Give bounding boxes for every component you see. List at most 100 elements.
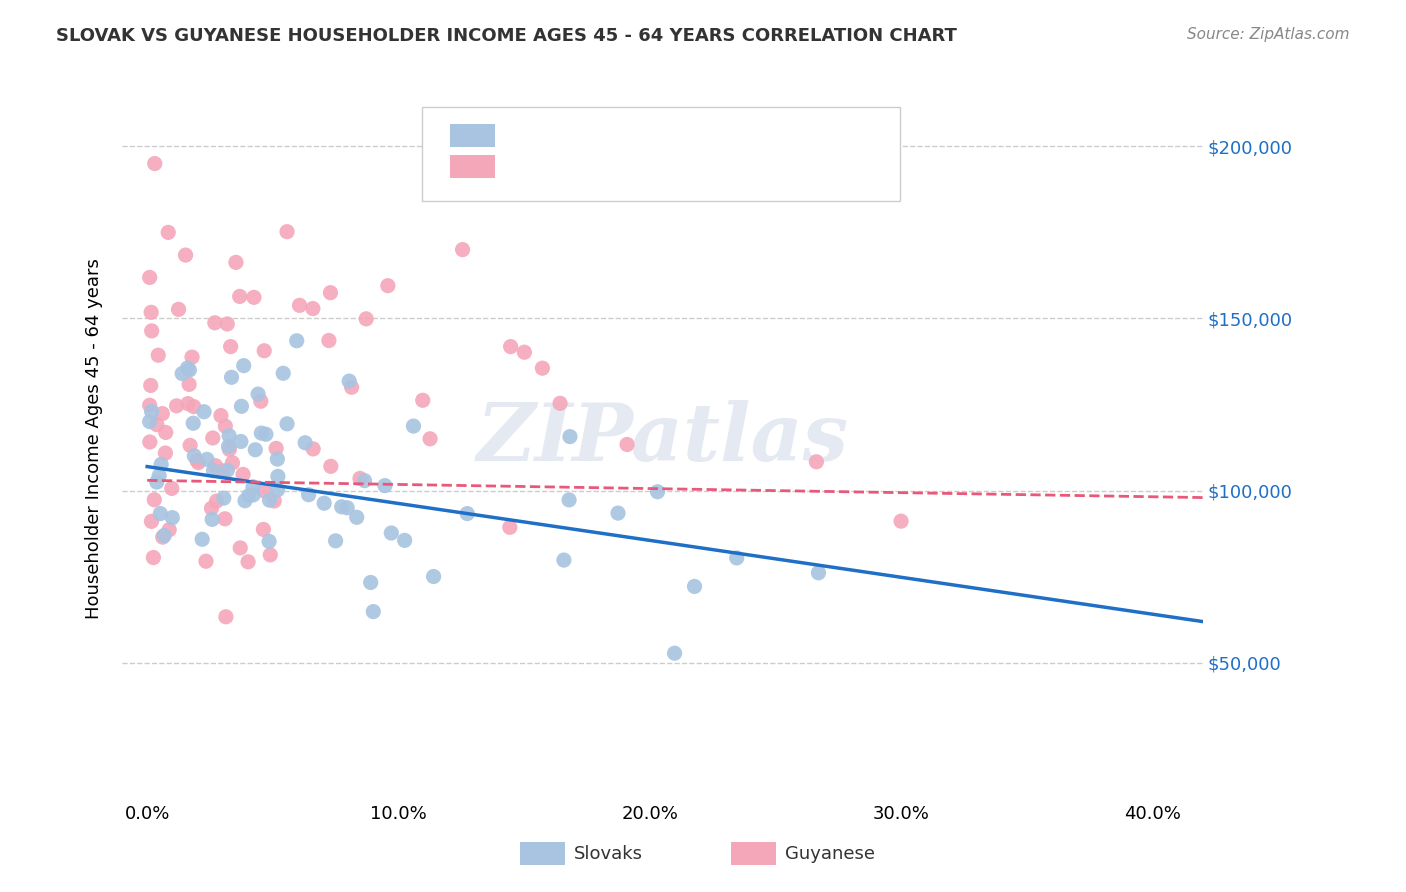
Point (217, 463, 239, 477)
Point (349, 471, 371, 485)
Point (143, 492, 166, 507)
Point (276, 225, 298, 239)
Point (353, 474, 375, 488)
Point (229, 541, 252, 555)
Point (193, 405, 215, 419)
Point (214, 419, 236, 434)
Point (204, 316, 226, 330)
Point (419, 432, 441, 446)
Point (145, 417, 167, 432)
Point (297, 488, 319, 502)
Point (209, 409, 232, 423)
Point (148, 468, 170, 483)
Point (531, 361, 554, 376)
Point (263, 494, 285, 508)
Point (179, 363, 201, 377)
Point (254, 427, 277, 442)
Text: Slovaks: Slovaks (574, 845, 643, 863)
Point (616, 437, 638, 451)
Point (318, 334, 340, 348)
Point (152, 530, 174, 544)
Point (146, 475, 169, 489)
Point (172, 367, 194, 381)
Point (138, 415, 160, 429)
Point (252, 523, 274, 537)
Point (174, 248, 197, 262)
Point (451, 243, 474, 257)
Point (259, 493, 281, 508)
Point (176, 361, 198, 376)
Point (249, 394, 271, 409)
Point (201, 512, 224, 526)
Text: R =: R = (503, 125, 543, 143)
Point (218, 439, 240, 453)
Point (336, 500, 359, 515)
Point (242, 480, 264, 494)
Point (257, 534, 280, 549)
Point (266, 452, 288, 467)
Text: N =: N = (612, 156, 651, 174)
Point (499, 520, 522, 534)
Point (377, 278, 399, 293)
Point (360, 575, 382, 590)
Point (157, 523, 180, 537)
Point (380, 526, 402, 541)
Point (202, 464, 225, 478)
Point (236, 555, 259, 569)
Point (155, 446, 177, 460)
Point (806, 455, 828, 469)
Text: 68: 68 (644, 125, 669, 143)
Point (247, 387, 270, 401)
Text: -0.022: -0.022 (537, 156, 602, 174)
Point (221, 456, 243, 470)
Point (725, 550, 748, 565)
Text: 79: 79 (644, 156, 669, 174)
Point (253, 343, 276, 358)
Point (219, 340, 242, 354)
Point (499, 340, 522, 354)
Point (155, 425, 177, 440)
Text: R =: R = (503, 156, 543, 174)
Point (245, 442, 267, 457)
Point (271, 366, 294, 380)
Point (267, 469, 290, 483)
Point (337, 374, 360, 388)
Point (186, 453, 208, 467)
Text: Guyanese: Guyanese (785, 845, 875, 863)
Point (194, 554, 217, 568)
Point (141, 404, 163, 418)
Point (302, 301, 325, 316)
Point (141, 324, 163, 338)
Point (288, 298, 311, 312)
Point (191, 533, 214, 547)
Point (354, 311, 377, 326)
Point (138, 270, 160, 285)
Point (647, 484, 669, 499)
Point (314, 496, 336, 510)
Point (330, 500, 353, 514)
Point (228, 289, 250, 303)
Point (195, 452, 218, 467)
Point (139, 435, 162, 450)
Text: SLOVAK VS GUYANESE HOUSEHOLDER INCOME AGES 45 - 64 YEARS CORRELATION CHART: SLOVAK VS GUYANESE HOUSEHOLDER INCOME AG… (56, 27, 957, 45)
Point (141, 305, 163, 319)
Point (181, 416, 204, 430)
Point (607, 506, 630, 520)
Point (456, 507, 478, 521)
Point (201, 431, 224, 445)
Point (204, 458, 226, 473)
Point (183, 449, 205, 463)
Point (683, 579, 706, 593)
Point (162, 510, 184, 524)
Text: N =: N = (612, 125, 651, 143)
Point (238, 489, 260, 503)
Point (187, 456, 209, 470)
Point (319, 285, 342, 300)
Point (138, 398, 160, 412)
Point (276, 417, 298, 431)
Point (243, 290, 266, 304)
Point (361, 605, 384, 619)
Point (319, 459, 342, 474)
Point (212, 491, 235, 505)
Text: ZIPatlas: ZIPatlas (477, 401, 848, 478)
